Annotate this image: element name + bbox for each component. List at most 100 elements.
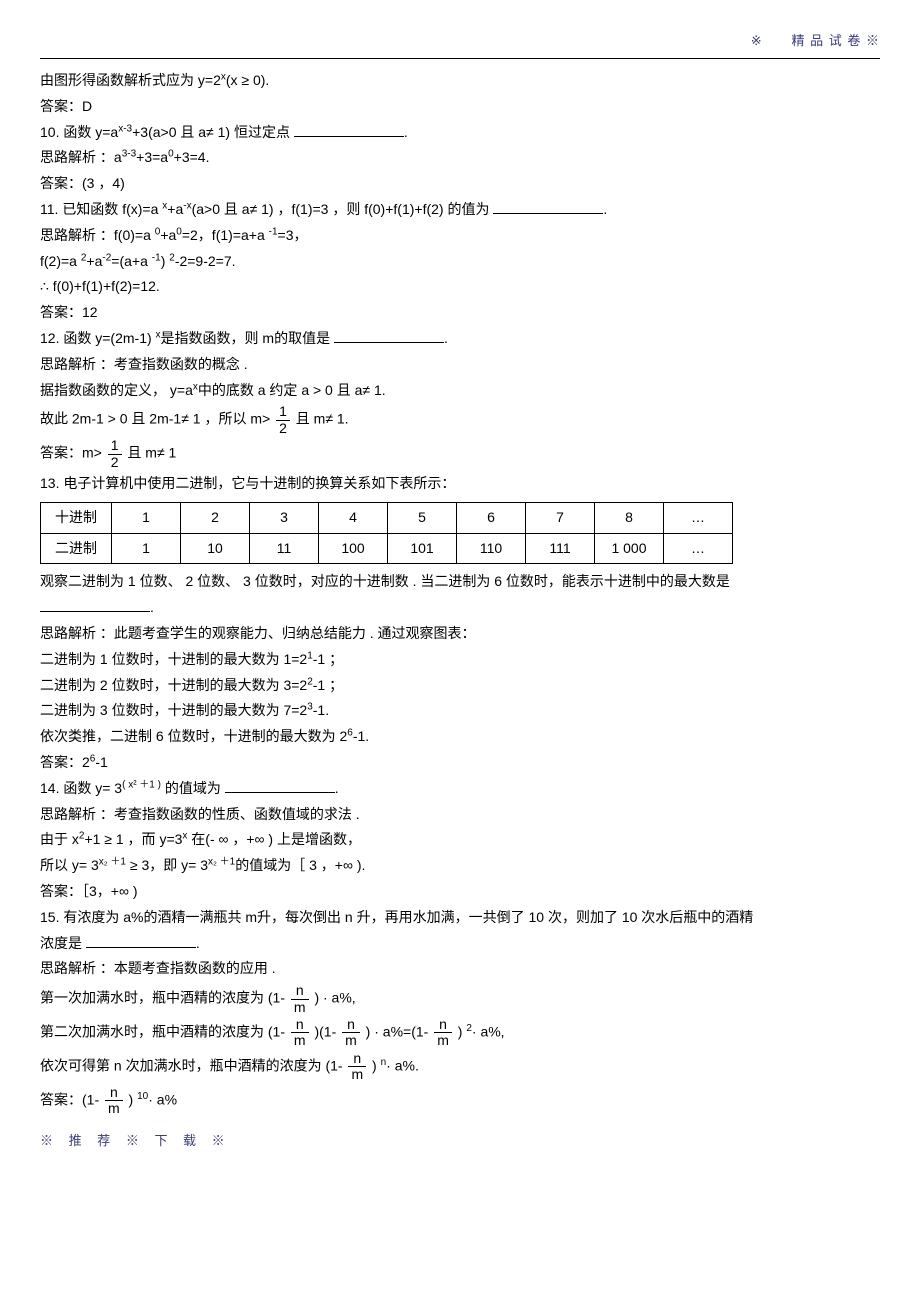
top-rule <box>40 58 880 59</box>
s13e: 依次类推，二进制 6 位数时，十进制的最大数为 26-1. <box>40 725 880 749</box>
num: n <box>342 1017 360 1033</box>
q13b: 观察二进制为 1 位数、 2 位数、 3 位数时，对应的十进制数 . 当二进制为… <box>40 570 880 594</box>
num: 1 <box>276 404 290 420</box>
s15b: 第一次加满水时，瓶中酒精的浓度为 (1- nm ) · a%, <box>40 983 880 1015</box>
s13c: 二进制为 2 位数时，十进制的最大数为 3=22-1 ； <box>40 674 880 698</box>
text: 答案：(1- <box>40 1091 103 1107</box>
cell: 2 <box>181 502 250 533</box>
text: 在(- ∞ ，+∞ ) 上是增函数， <box>187 831 361 847</box>
q11: 11. 已知函数 f(x)=a x+a-x(a>0 且 a≠ 1) ，f(1)=… <box>40 198 880 222</box>
line: 由图形得函数解析式应为 y=2x(x ≥ 0). <box>40 69 880 93</box>
text: ) · a%=(1- <box>362 1024 432 1040</box>
answer: 答案：D <box>40 95 880 119</box>
text: 思路解析 ：a <box>40 149 122 165</box>
s15a: 思路解析 ：本题考查指数函数的应用 . <box>40 957 880 981</box>
num: 1 <box>108 438 122 454</box>
cell: 8 <box>595 502 664 533</box>
cell: 101 <box>388 533 457 564</box>
header-text: 精 品 试 卷 ※ <box>792 33 880 48</box>
s11-1: 思路解析 ：f(0)=a 0+a0=2，f(1)=a+a -1=3， <box>40 224 880 248</box>
table-row: 二进制 1 10 11 100 101 110 111 1 000 … <box>41 533 733 564</box>
s11-2: f(2)=a 2+a-2=(a+a -1) 2-2=9-2=7. <box>40 250 880 274</box>
text: )(1- <box>311 1024 341 1040</box>
text: 依次可得第 n 次加满水时，瓶中酒精的浓度为 (1- <box>40 1057 346 1073</box>
text: 且 m≠ 1 <box>124 445 177 461</box>
den: 2 <box>276 421 290 436</box>
den: m <box>342 1033 360 1048</box>
text: 二进制为 1 位数时，十进制的最大数为 1=2 <box>40 651 307 667</box>
text: 思路解析 ：f(0)=a <box>40 227 155 243</box>
den: m <box>434 1033 452 1048</box>
text: +a <box>160 227 176 243</box>
text: 所以 y= 3 <box>40 857 99 873</box>
s13b: 二进制为 1 位数时，十进制的最大数为 1=21-1 ； <box>40 648 880 672</box>
text: -1 ； <box>313 677 343 693</box>
text: 由于 x <box>40 831 79 847</box>
text: (x ≥ 0). <box>226 72 269 88</box>
text: 第二次加满水时，瓶中酒精的浓度为 (1- <box>40 1024 289 1040</box>
text: +3=4. <box>174 149 210 165</box>
text: ) <box>125 1091 137 1107</box>
text: 由图形得函数解析式应为 y=2 <box>40 72 221 88</box>
den: 2 <box>108 455 122 470</box>
s15d: 依次可得第 n 次加满水时，瓶中酒精的浓度为 (1- nm ) n· a%. <box>40 1051 880 1083</box>
q13: 13. 电子计算机中使用二进制，它与十进制的换算关系如下表所示： <box>40 472 880 496</box>
cell: 4 <box>319 502 388 533</box>
text: 10. 函数 y=a <box>40 124 118 140</box>
den: m <box>291 1033 309 1048</box>
q14: 14. 函数 y= 3( x² ＋1 ) 的值域为 . <box>40 777 880 801</box>
s13d: 二进制为 3 位数时，十进制的最大数为 7=23-1. <box>40 699 880 723</box>
sup: x₂ ＋1 <box>99 857 126 868</box>
text: ) · a%, <box>311 990 356 1006</box>
text: f(2)=a <box>40 253 81 269</box>
sup: ( x² ＋1 ) <box>122 779 161 790</box>
text: -1. <box>353 728 369 744</box>
header-marker: ※ <box>751 33 763 48</box>
q15: 15. 有浓度为 a%的酒精一满瓶共 m升，每次倒出 n 升，再用水加满，一共倒… <box>40 906 880 930</box>
text: -1. <box>313 702 329 718</box>
s12-1: 思路解析 ：考查指数函数的概念 . <box>40 353 880 377</box>
text: +3=a <box>136 149 168 165</box>
text: 答案：m> <box>40 445 106 461</box>
num: n <box>105 1085 123 1101</box>
cell: … <box>664 502 733 533</box>
frac-nm: nm <box>291 983 309 1015</box>
s14c: 所以 y= 3x₂ ＋1 ≥ 3，即 y= 3x₂ ＋1的值域为［ 3 ，+∞ … <box>40 854 880 878</box>
text: 故此 2m-1 > 0 且 2m-1≠ 1 ，所以 m> <box>40 411 274 427</box>
den: m <box>105 1101 123 1116</box>
answer-15: 答案：(1- nm ) 10· a% <box>40 1085 880 1117</box>
text: 12. 函数 y=(2m-1) <box>40 330 156 346</box>
cell: 1 <box>112 533 181 564</box>
cell: 1 <box>112 502 181 533</box>
blank <box>86 933 196 948</box>
text: 第一次加满水时，瓶中酒精的浓度为 (1- <box>40 990 289 1006</box>
table-row: 十进制 1 2 3 4 5 6 7 8 … <box>41 502 733 533</box>
q10: 10. 函数 y=ax-3+3(a>0 且 a≠ 1) 恒过定点 . <box>40 121 880 145</box>
cell: 111 <box>526 533 595 564</box>
blank-line: . <box>40 596 880 620</box>
text: +1 ≥ 1 ，而 y=3 <box>84 831 182 847</box>
cell: 10 <box>181 533 250 564</box>
cell: 100 <box>319 533 388 564</box>
frac-half: 12 <box>108 438 122 470</box>
text: 答案：2 <box>40 754 90 770</box>
blank <box>294 122 404 137</box>
answer-13: 答案：26-1 <box>40 751 880 775</box>
frac-nm: nm <box>434 1017 452 1049</box>
frac-nm: nm <box>105 1085 123 1117</box>
cell: 3 <box>250 502 319 533</box>
cell: 7 <box>526 502 595 533</box>
cell: 110 <box>457 533 526 564</box>
sup: x₂ ＋1 <box>208 857 235 868</box>
s15c: 第二次加满水时，瓶中酒精的浓度为 (1- nm )(1- nm ) · a%=(… <box>40 1017 880 1049</box>
num: n <box>291 983 309 999</box>
frac-half: 12 <box>276 404 290 436</box>
text: 14. 函数 y= 3 <box>40 780 122 796</box>
text: · a%, <box>472 1024 505 1040</box>
s10: 思路解析 ：a3-3+3=a0+3=4. <box>40 146 880 170</box>
text: · a% <box>148 1091 177 1107</box>
text: ) <box>454 1024 466 1040</box>
text: 二进制为 3 位数时，十进制的最大数为 7=2 <box>40 702 307 718</box>
s12-2: 据指数函数的定义， y=ax中的底数 a 约定 a > 0 且 a≠ 1. <box>40 379 880 403</box>
text: =3， <box>278 227 308 243</box>
